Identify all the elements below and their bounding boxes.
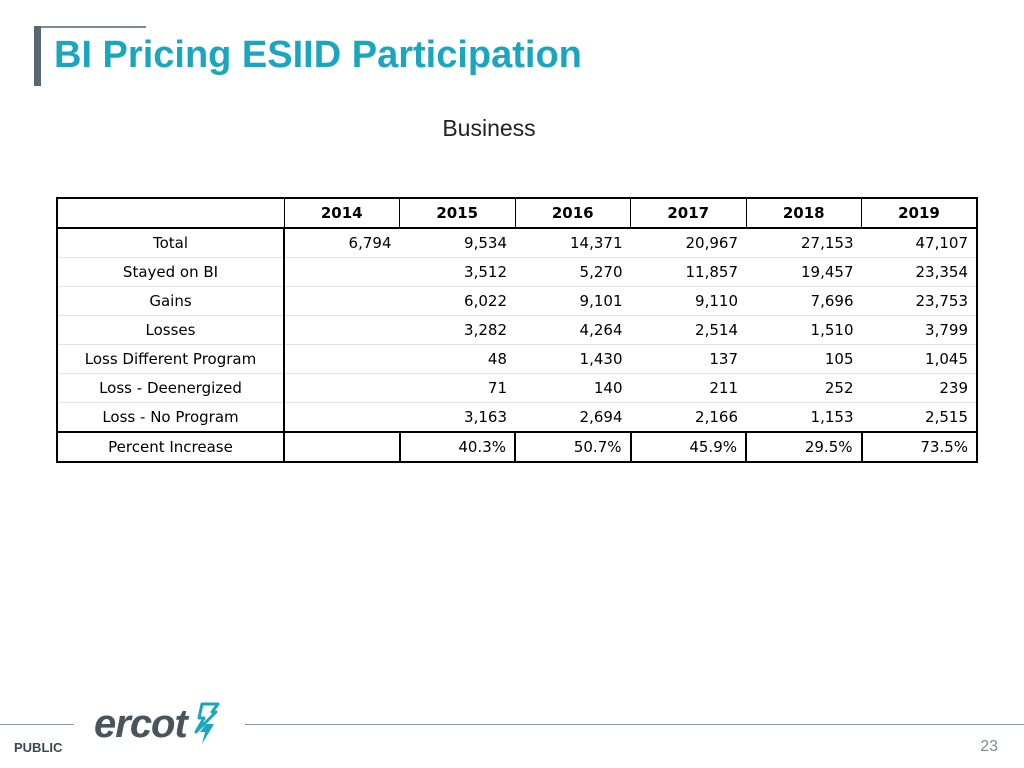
table-cell: 7,696	[746, 286, 862, 316]
table-cell: 4,264	[515, 315, 631, 345]
table-cell: 1,430	[515, 344, 631, 374]
table-row: Loss - No Program 3,163 2,694 2,166 1,153 2,5…	[56, 402, 978, 433]
table-cell: 211	[630, 373, 746, 403]
table-cell: 9,534	[399, 228, 515, 258]
table-row: Total 6,794 9,534 14,371 20,967 27,153 47,107	[56, 228, 978, 258]
ercot-logo: ercot	[94, 700, 220, 748]
table-cell: 2,514	[630, 315, 746, 345]
table-cell: 29.5%	[745, 432, 862, 463]
table-cell: 239	[861, 373, 978, 403]
table-cell: 9,101	[515, 286, 631, 316]
table-cell: 73.5%	[860, 432, 978, 463]
table-cell	[284, 402, 400, 433]
logo-wordmark: ercot	[94, 701, 188, 746]
slide-title: BI Pricing ESIID Participation	[54, 34, 582, 76]
header-row: 2014 2015 2016 2017 2018 2019	[56, 197, 978, 229]
table-cell: 2,166	[630, 402, 746, 433]
page-number: 23	[980, 738, 998, 755]
header-cell-2015: 2015	[399, 197, 515, 229]
row-label: Gains	[56, 286, 285, 316]
row-label: Percent Increase	[56, 432, 285, 463]
header-cell-blank	[56, 197, 284, 229]
table-cell: 3,282	[399, 315, 515, 345]
table-row: Gains 6,022 9,101 9,110 7,696 23,753	[56, 286, 978, 316]
table-cell	[283, 432, 400, 463]
row-label: Loss Different Program	[56, 344, 285, 374]
table-cell: 1,153	[746, 402, 862, 433]
footer-rule-left	[0, 724, 74, 725]
table-cell: 3,163	[399, 402, 515, 433]
table-cell	[284, 344, 400, 374]
table-cell: 48	[399, 344, 515, 374]
table-cell: 14,371	[515, 228, 631, 258]
table-cell: 5,270	[515, 257, 631, 287]
table-cell: 140	[515, 373, 631, 403]
ercot-bolt-icon	[194, 702, 220, 744]
table-cell: 71	[399, 373, 515, 403]
table-cell: 1,510	[746, 315, 862, 345]
footer-rule-right	[245, 724, 1024, 725]
row-label: Loss - No Program	[56, 402, 285, 433]
title-top-rule	[34, 26, 146, 28]
table-subtitle: Business	[442, 115, 536, 141]
row-label: Total	[56, 228, 285, 258]
table-row: Loss Different Program 48 1,430 137 105 1,045	[56, 344, 978, 374]
table-cell: 252	[746, 373, 862, 403]
table-cell: 19,457	[746, 257, 862, 287]
row-label: Loss - Deenergized	[56, 373, 285, 403]
row-label: Stayed on BI	[56, 257, 285, 287]
table-cell: 23,753	[861, 286, 978, 316]
table-cell: 105	[746, 344, 862, 374]
table-cell	[284, 373, 400, 403]
table-cell: 1,045	[861, 344, 978, 374]
table-cell: 27,153	[746, 228, 862, 258]
table-row: Stayed on BI 3,512 5,270 11,857 19,457 23,354	[56, 257, 978, 287]
table-cell: 2,694	[515, 402, 631, 433]
header-cell-2017: 2017	[630, 197, 746, 229]
header-cell-2016: 2016	[514, 197, 631, 229]
table-cell: 9,110	[630, 286, 746, 316]
table-cell: 23,354	[861, 257, 978, 287]
table-cell: 137	[630, 344, 746, 374]
table-cell: 6,794	[284, 228, 400, 258]
table-cell	[284, 315, 400, 345]
header-cell-2018: 2018	[745, 197, 862, 229]
table-cell: 40.3%	[398, 432, 515, 463]
participation-table: 2014 2015 2016 2017 2018 2019 Total 6,794…	[56, 197, 978, 463]
table-cell: 45.9%	[629, 432, 746, 463]
percent-increase-row: Percent Increase 40.3% 50.7% 45.9% 29.5% 73.5…	[56, 432, 978, 463]
header-cell-2019: 2019	[861, 197, 978, 229]
header-cell-2014: 2014	[283, 197, 400, 229]
classification-label: PUBLIC	[14, 740, 63, 755]
table-cell: 2,515	[861, 402, 978, 433]
table-row: Loss - Deenergized 71 140 211 252 239	[56, 373, 978, 403]
table-cell: 3,512	[399, 257, 515, 287]
table-cell: 20,967	[630, 228, 746, 258]
table-cell: 11,857	[630, 257, 746, 287]
table-cell	[284, 257, 400, 287]
table-cell: 6,022	[399, 286, 515, 316]
table-cell	[284, 286, 400, 316]
table-row: Losses 3,282 4,264 2,514 1,510 3,799	[56, 315, 978, 345]
table-cell: 50.7%	[514, 432, 631, 463]
table-cell: 47,107	[861, 228, 978, 258]
title-accent-bar	[34, 26, 41, 86]
row-label: Losses	[56, 315, 285, 345]
table-cell: 3,799	[861, 315, 978, 345]
